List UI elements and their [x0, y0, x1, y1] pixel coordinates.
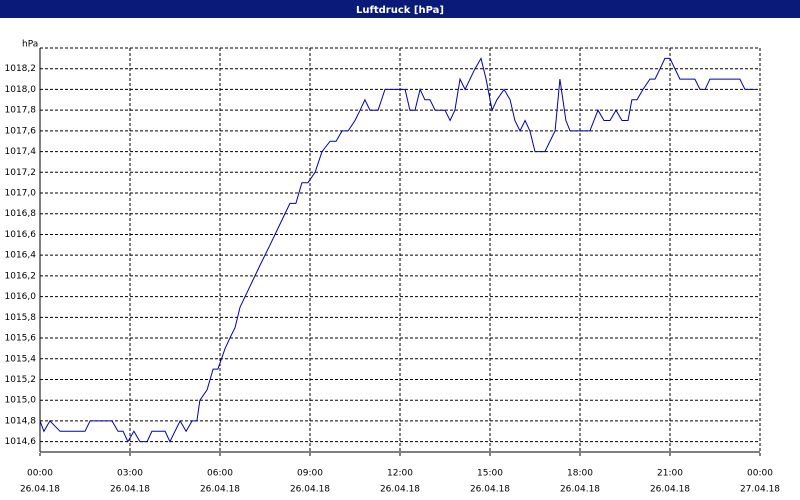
x-tick-date: 26.04.18 — [290, 485, 330, 495]
x-tick-label: 09:00 — [297, 469, 323, 479]
data-line — [39, 57, 755, 443]
y-tick-label: 1018,0 — [5, 85, 37, 95]
y-tick-label: 1017,8 — [5, 106, 37, 116]
y-tick-label: 1014,6 — [5, 437, 37, 447]
x-tick-date: 26.04.18 — [200, 485, 240, 495]
x-tick-label: 06:00 — [207, 469, 233, 479]
y-tick-label: 1014,8 — [5, 416, 37, 426]
x-tick-date: 26.04.18 — [380, 485, 420, 495]
y-axis-label: hPa — [22, 40, 38, 50]
y-tick-label: 1015,8 — [5, 313, 37, 323]
y-tick-label: 1018,2 — [5, 64, 37, 74]
y-tick-label: 1016,2 — [5, 271, 37, 281]
y-tick-label: 1016,8 — [5, 209, 37, 219]
x-tick-label: 00:00 — [747, 469, 773, 479]
x-tick-date: 26.04.18 — [470, 485, 510, 495]
x-tick-date: 27.04.18 — [740, 485, 780, 495]
x-tick-date: 26.04.18 — [20, 485, 60, 495]
y-tick-label: 1015,4 — [5, 354, 37, 364]
chart-title: Luftdruck [hPa] — [356, 5, 444, 16]
y-tick-label: 1017,0 — [5, 189, 37, 199]
title-bar — [0, 0, 800, 18]
y-tick-label: 1017,4 — [5, 147, 37, 157]
x-tick-label: 21:00 — [657, 469, 683, 479]
y-tick-label: 1016,0 — [5, 292, 37, 302]
y-tick-label: 1016,4 — [5, 251, 37, 261]
y-tick-label: 1017,6 — [5, 126, 37, 136]
y-tick-label: 1015,6 — [5, 334, 37, 344]
x-tick-label: 03:00 — [117, 469, 143, 479]
x-tick-date: 26.04.18 — [560, 485, 600, 495]
y-tick-label: 1015,0 — [5, 396, 37, 406]
y-tick-label: 1016,6 — [5, 230, 37, 240]
x-tick-label: 18:00 — [567, 469, 593, 479]
x-tick-date: 26.04.18 — [110, 485, 150, 495]
y-tick-label: 1017,2 — [5, 168, 37, 178]
x-tick-label: 00:00 — [27, 469, 53, 479]
x-tick-date: 26.04.18 — [650, 485, 690, 495]
y-tick-label: 1015,2 — [5, 375, 37, 385]
x-tick-label: 12:00 — [387, 469, 413, 479]
x-tick-label: 15:00 — [477, 469, 503, 479]
